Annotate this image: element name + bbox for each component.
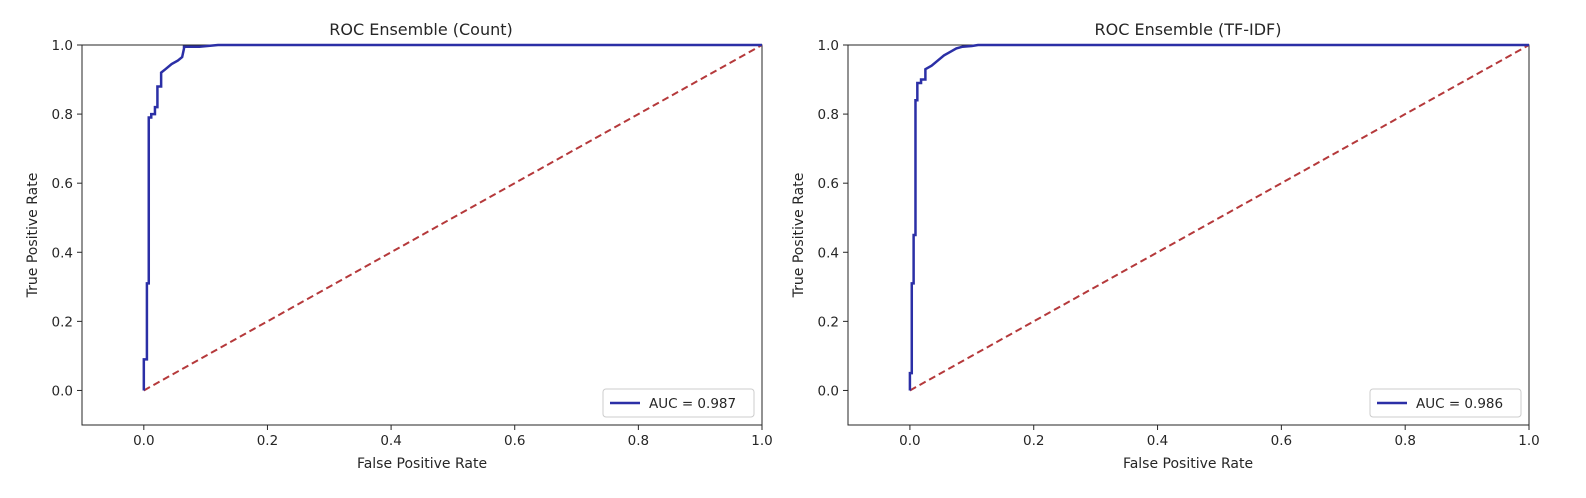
x-axis-label: False Positive Rate	[1123, 456, 1253, 472]
x-tick-label: 0.6	[504, 433, 525, 449]
roc-panel-count: ROC Ensemble (Count) 0.0 0.2 0.4 0.6 0.8 1.0 …	[25, 20, 773, 472]
legend-box	[1369, 388, 1522, 418]
roc-curve-line	[142, 43, 762, 391]
y-tick-label: 0.0	[818, 383, 839, 399]
y-tick-label: 1.0	[52, 38, 73, 54]
y-tick-label: 0.2	[52, 314, 73, 330]
baseline-diagonal-line	[909, 44, 1530, 392]
x-tick-label: 1.0	[1518, 433, 1539, 449]
y-tick-label: 0.2	[818, 314, 839, 330]
x-tick-label: 0.8	[1394, 433, 1415, 449]
x-axis-label: False Positive Rate	[357, 456, 487, 472]
x-ticks: 0.0 0.2 0.4 0.6 0.8 1.0	[133, 425, 773, 449]
y-tick-label: 0.4	[52, 245, 73, 261]
y-tick-label: 1.0	[818, 38, 839, 54]
y-tick-label: 0.8	[52, 107, 73, 123]
legend: AUC = 0.986	[1369, 388, 1522, 418]
x-tick-label: 0.2	[257, 433, 278, 449]
y-axis-label: True Positive Rate	[791, 173, 807, 299]
x-tick-label: 0.8	[628, 433, 649, 449]
x-tick-label: 0.6	[1271, 433, 1292, 449]
roc-curve-line	[908, 43, 1529, 391]
x-tick-label: 0.4	[1147, 433, 1168, 449]
y-tick-label: 0.8	[818, 107, 839, 123]
roc-panel-tfidf: ROC Ensemble (TF-IDF) 0.0 0.2 0.4 0.6 0.8 1.0…	[791, 20, 1540, 472]
chart-title: ROC Ensemble (TF-IDF)	[1095, 20, 1282, 39]
x-ticks: 0.0 0.2 0.4 0.6 0.8 1.0	[899, 425, 1540, 449]
series-layer	[908, 43, 1530, 392]
x-tick-label: 1.0	[751, 433, 772, 449]
y-tick-label: 0.4	[818, 245, 839, 261]
series-layer	[142, 43, 763, 392]
x-tick-label: 0.4	[380, 433, 401, 449]
x-tick-label: 0.0	[899, 433, 920, 449]
y-ticks: 0.0 0.2 0.4 0.6 0.8 1.0	[818, 38, 848, 399]
y-ticks: 0.0 0.2 0.4 0.6 0.8 1.0	[52, 38, 82, 399]
y-tick-label: 0.0	[52, 383, 73, 399]
legend: AUC = 0.987	[602, 388, 755, 418]
x-tick-label: 0.0	[133, 433, 154, 449]
x-tick-label: 0.2	[1023, 433, 1044, 449]
legend-box	[602, 388, 755, 418]
chart-title: ROC Ensemble (Count)	[329, 20, 513, 39]
y-tick-label: 0.6	[818, 176, 839, 192]
y-tick-label: 0.6	[52, 176, 73, 192]
legend-label: AUC = 0.986	[1416, 396, 1503, 412]
y-axis-label: True Positive Rate	[25, 173, 41, 299]
baseline-diagonal-line	[143, 44, 763, 392]
legend-label: AUC = 0.987	[649, 396, 736, 412]
